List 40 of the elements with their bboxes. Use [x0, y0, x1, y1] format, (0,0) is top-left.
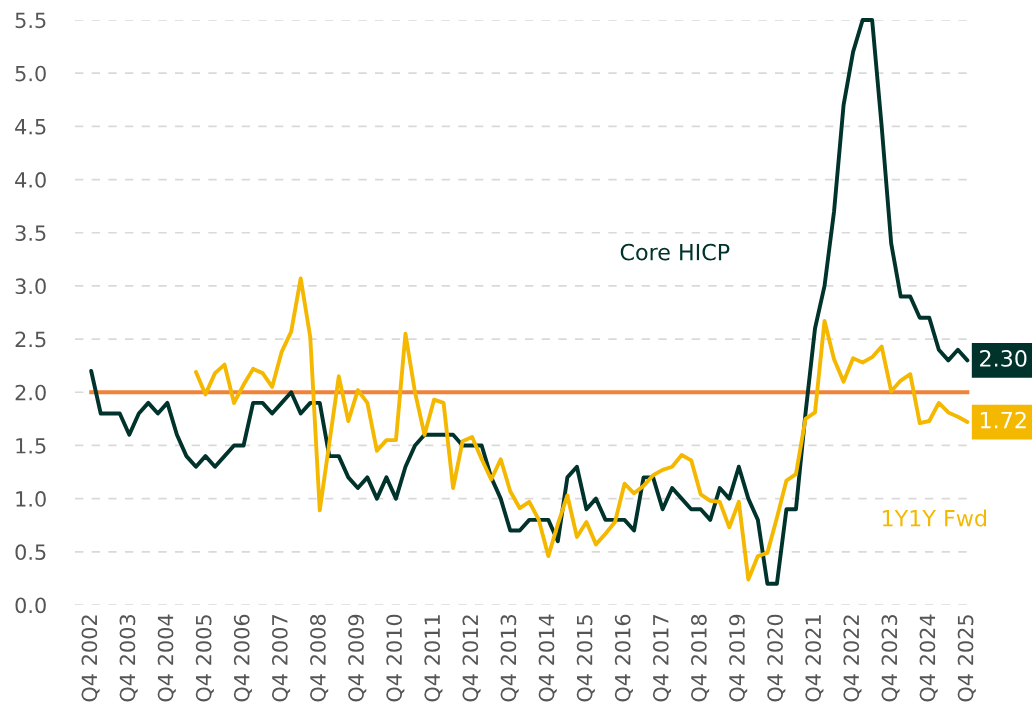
x-tick-label: Q4 2013 [500, 615, 519, 702]
text: Core HICP [620, 243, 730, 261]
x-tick-label: Q4 2021 [805, 615, 824, 702]
x-tick-label: Q4 2008 [310, 614, 329, 702]
y-tick-label: 2.5 [15, 331, 46, 348]
x-tick-label: Q4 2014 [538, 614, 557, 702]
x-tick-label: Q4 2006 [233, 614, 253, 702]
y-tick-label: 1.5 [16, 438, 46, 454]
x-tick-label: Q4 2016 [614, 614, 633, 702]
x-tick-label: Q4 2017 [652, 615, 672, 702]
y-tick-label: 5.5 [15, 12, 46, 29]
x-tick-label: Q4 2007 [271, 615, 291, 702]
x-tick-label: Q4 2019 [729, 614, 748, 702]
x-tick-label: Q4 2012 [462, 615, 481, 702]
x-tick-label: Q4 2025 [957, 615, 976, 702]
x-tick-label: Q4 2011 [424, 615, 443, 702]
y-tick-label: 3.0 [15, 278, 46, 295]
y-tick-label: 4.5 [15, 119, 46, 135]
data-label: 2.30 [980, 350, 1027, 367]
y-tick-label: 0.5 [15, 544, 46, 561]
x-tick-label: Q4 2004 [157, 614, 176, 702]
y-tick-label: 1.0 [16, 491, 46, 507]
x-tick-label: Q4 2005 [195, 615, 214, 702]
text: 1Y1Y Fwd [882, 509, 987, 527]
x-tick-label: Q4 2022 [843, 615, 862, 702]
y-tick-label: 4.0 [15, 172, 46, 188]
data-label: 1.72 [980, 411, 1026, 429]
x-tick-label: Q4 2010 [386, 614, 405, 702]
y-tick-label: 2.0 [15, 384, 46, 401]
x-tick-label: Q4 2002 [81, 615, 100, 702]
x-tick-label: Q4 2020 [767, 614, 786, 702]
x-tick-label: Q4 2023 [881, 615, 900, 702]
x-tick-label: Q4 2018 [691, 614, 710, 702]
y-tick-label: 3.5 [15, 225, 46, 241]
y-tick-label: 5.0 [15, 65, 46, 82]
x-tick-label: Q4 2009 [348, 614, 367, 702]
y-tick-label: 0.0 [15, 597, 46, 614]
x-tick-label: Q4 2015 [576, 615, 595, 702]
x-tick-label: Q4 2024 [919, 614, 938, 702]
x-tick-label: Q4 2003 [119, 615, 138, 702]
